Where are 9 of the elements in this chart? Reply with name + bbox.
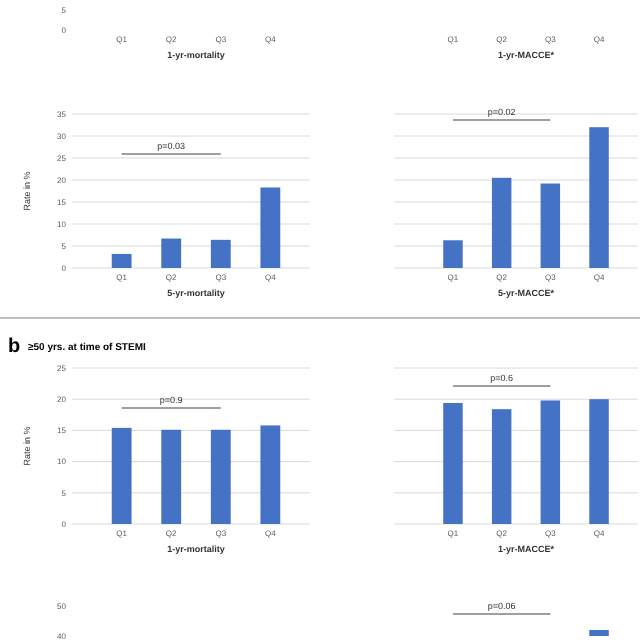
bar: [540, 183, 561, 268]
bar: [443, 240, 463, 268]
bar: [111, 253, 132, 268]
bar: [210, 239, 231, 268]
bar: [491, 177, 512, 268]
bar: [260, 187, 281, 268]
bar: [589, 127, 609, 268]
chart-title: b: [8, 336, 21, 358]
bar: [161, 238, 182, 268]
